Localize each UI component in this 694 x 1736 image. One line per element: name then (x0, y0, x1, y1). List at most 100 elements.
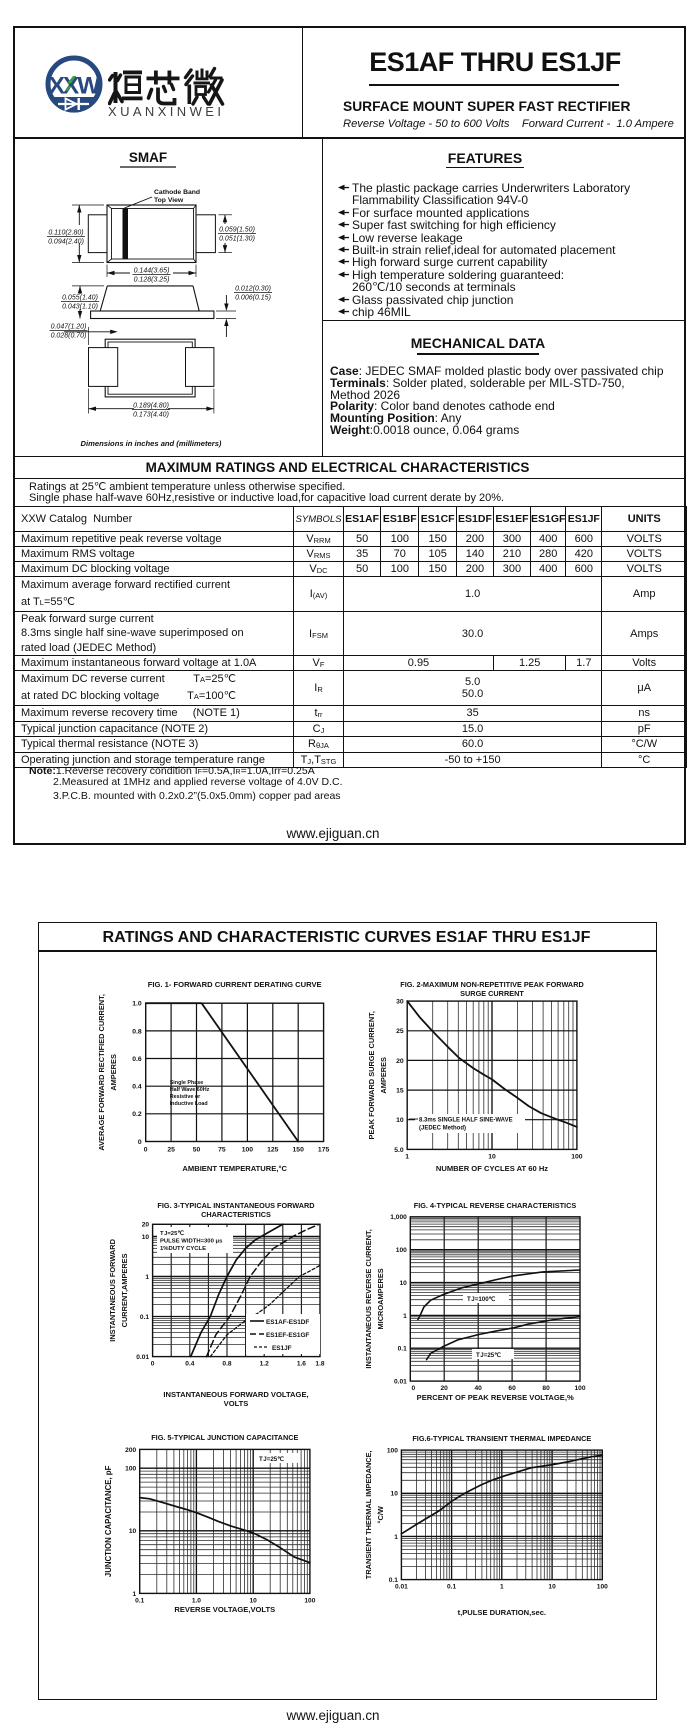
svg-text:0.028(0.70): 0.028(0.70) (51, 333, 87, 340)
svg-text:NUMBER OF CYCLES AT 60 Hz: NUMBER OF CYCLES AT 60 Hz (436, 1164, 548, 1173)
svg-text:0.01: 0.01 (394, 1379, 407, 1386)
svg-text:0.01: 0.01 (136, 1354, 149, 1361)
svg-text:0.059(1.50): 0.059(1.50) (219, 226, 255, 233)
svg-text:1: 1 (405, 1153, 409, 1160)
svg-text:VOLTS: VOLTS (224, 1399, 249, 1408)
svg-text:0.043(1.10): 0.043(1.10) (62, 304, 98, 311)
svg-text:t,PULSE DURATION,sec.: t,PULSE DURATION,sec. (458, 1608, 546, 1617)
svg-text:0.051(1.30): 0.051(1.30) (219, 236, 255, 243)
svg-text:0.012(0.30): 0.012(0.30) (235, 285, 271, 292)
svg-text:100: 100 (396, 1247, 407, 1254)
svg-text:1.8: 1.8 (315, 1361, 324, 1368)
svg-text:AMBIENT TEMPERATURE,°C: AMBIENT TEMPERATURE,°C (182, 1164, 287, 1173)
svg-text:FIG. 3-TYPICAL INSTANTANEOUS F: FIG. 3-TYPICAL INSTANTANEOUS FORWARD (157, 1201, 314, 1210)
svg-text:T J=25℃: T J=25℃ (160, 1230, 184, 1237)
svg-text:30: 30 (396, 999, 404, 1006)
svg-text:40: 40 (475, 1385, 483, 1392)
svg-text:1.6: 1.6 (297, 1361, 306, 1368)
svg-text:0.4: 0.4 (185, 1361, 194, 1368)
svg-text:FIG.6-TYPICAL TRANSIENT THERMA: FIG.6-TYPICAL TRANSIENT THERMAL IMPEDANC… (412, 1434, 591, 1443)
svg-text:15: 15 (396, 1088, 404, 1095)
svg-text:INSTANTANEOUS FORWARD VOLTAGE,: INSTANTANEOUS FORWARD VOLTAGE, (163, 1390, 308, 1399)
svg-text:10: 10 (142, 1234, 150, 1241)
svg-text:0.01: 0.01 (395, 1584, 408, 1591)
svg-text:TRANSIENT THERMAL IMPEDANCE,: TRANSIENT THERMAL IMPEDANCE, (364, 1450, 373, 1579)
svg-text:0.8: 0.8 (222, 1361, 231, 1368)
svg-text:0.173(4.40): 0.173(4.40) (133, 412, 169, 419)
svg-text:0: 0 (138, 1139, 142, 1146)
svg-text:PULSE WIDTH=300 μs: PULSE WIDTH=300 μs (160, 1239, 223, 1245)
svg-text:Single Phase: Single Phase (170, 1080, 204, 1086)
svg-text:T J=25℃: T J=25℃ (259, 1456, 284, 1463)
svg-text:0.055(1.40): 0.055(1.40) (62, 294, 98, 301)
svg-text:REVERSE VOLTAGE,VOLTS: REVERSE VOLTAGE,VOLTS (174, 1605, 275, 1614)
svg-text:T J=25℃: T J=25℃ (476, 1352, 501, 1359)
svg-text:0.2: 0.2 (132, 1111, 142, 1118)
svg-text:CHARACTERISTICS: CHARACTERISTICS (201, 1210, 271, 1219)
svg-text:0.144(3.65): 0.144(3.65) (134, 267, 170, 274)
svg-text:0.4: 0.4 (132, 1084, 142, 1091)
svg-text:AVERAGE FORWARD RECTIFIED CURR: AVERAGE FORWARD RECTIFIED CURRENT, (97, 994, 106, 1151)
svg-text:ES1JF: ES1JF (272, 1345, 292, 1352)
svg-text:Half Wave 60Hz: Half Wave 60Hz (170, 1087, 210, 1093)
svg-text:FIG. 4-TYPICAL REVERSE CHARACT: FIG. 4-TYPICAL REVERSE CHARACTERISTICS (414, 1201, 577, 1210)
svg-text:10: 10 (399, 1280, 407, 1287)
svg-text:150: 150 (293, 1147, 305, 1154)
svg-text:0.094(2.40): 0.094(2.40) (48, 239, 84, 246)
svg-text:1,000: 1,000 (390, 1214, 407, 1221)
svg-text:100: 100 (242, 1147, 254, 1154)
svg-text:0: 0 (151, 1361, 155, 1368)
svg-text:SURGE CURRENT: SURGE CURRENT (460, 989, 524, 998)
svg-text:8.3ms SINGLE HALF SINE-WAVE: 8.3ms SINGLE HALF SINE-WAVE (419, 1118, 513, 1124)
svg-text:20: 20 (142, 1222, 150, 1229)
svg-text:CURRENT,AMPERES: CURRENT,AMPERES (120, 1253, 129, 1327)
svg-text:0.128(3.25): 0.128(3.25) (134, 277, 170, 284)
svg-text:100: 100 (304, 1597, 315, 1604)
svg-text:0.1: 0.1 (135, 1597, 144, 1604)
svg-text:(JEDEC Method): (JEDEC Method) (419, 1126, 466, 1132)
svg-text:10: 10 (396, 1117, 404, 1124)
svg-text:20: 20 (396, 1058, 404, 1065)
svg-text:1: 1 (394, 1534, 398, 1541)
svg-text:10: 10 (129, 1528, 137, 1535)
svg-text:0.047(1.20): 0.047(1.20) (51, 323, 87, 330)
svg-text:0.8: 0.8 (132, 1028, 142, 1035)
svg-text:25: 25 (167, 1147, 175, 1154)
svg-text:0.1: 0.1 (140, 1314, 149, 1321)
svg-text:1.0: 1.0 (132, 1001, 142, 1008)
svg-text:20: 20 (441, 1385, 449, 1392)
svg-text:0.1: 0.1 (398, 1346, 407, 1353)
svg-text:1.2: 1.2 (260, 1361, 269, 1368)
svg-text:175: 175 (318, 1147, 330, 1154)
svg-text:5.0: 5.0 (394, 1147, 404, 1154)
svg-text:SMAF: SMAF (129, 150, 167, 165)
svg-text:1: 1 (133, 1591, 137, 1598)
svg-text:0.110(2.80): 0.110(2.80) (48, 229, 83, 236)
svg-text:75: 75 (218, 1147, 226, 1154)
svg-text:0.006(0.15): 0.006(0.15) (235, 295, 271, 302)
svg-text:10: 10 (391, 1491, 399, 1498)
svg-text:10: 10 (488, 1153, 496, 1160)
svg-text:10: 10 (250, 1597, 258, 1604)
svg-text:0: 0 (411, 1385, 415, 1392)
svg-text:100: 100 (387, 1448, 398, 1455)
svg-text:ES1EF-ES1GF: ES1EF-ES1GF (266, 1332, 309, 1339)
svg-text:FIG. 2-MAXIMUM NON-REPETITIVE: FIG. 2-MAXIMUM NON-REPETITIVE PEAK FORWA… (400, 980, 584, 989)
svg-text:PEAK FORWARD SURGE CURRENT,: PEAK FORWARD SURGE CURRENT, (367, 1011, 376, 1139)
svg-text:200: 200 (125, 1447, 136, 1454)
svg-text:MICROAMPERES: MICROAMPERES (376, 1268, 385, 1329)
svg-text:0.189(4.80): 0.189(4.80) (133, 402, 169, 409)
svg-text:1%DUTY CYCLE: 1%DUTY CYCLE (160, 1246, 206, 1252)
svg-text:AMPERES: AMPERES (109, 1054, 118, 1091)
svg-text:PERCENT OF PEAK REVERSE VOLTAG: PERCENT OF PEAK REVERSE VOLTAGE,% (417, 1393, 574, 1402)
svg-text:INSTANTANEOUS FORWARD: INSTANTANEOUS FORWARD (108, 1238, 117, 1341)
svg-text:0: 0 (144, 1147, 148, 1154)
svg-text:100: 100 (571, 1153, 583, 1160)
svg-text:0.1: 0.1 (389, 1577, 398, 1584)
svg-text:60: 60 (508, 1385, 516, 1392)
svg-text:JUNCTION CAPACITANCE, pF: JUNCTION CAPACITANCE, pF (104, 1465, 113, 1577)
svg-text:25: 25 (396, 1028, 404, 1035)
svg-text:1.0: 1.0 (192, 1597, 201, 1604)
svg-text:1: 1 (403, 1313, 407, 1320)
svg-text:10: 10 (548, 1584, 556, 1591)
